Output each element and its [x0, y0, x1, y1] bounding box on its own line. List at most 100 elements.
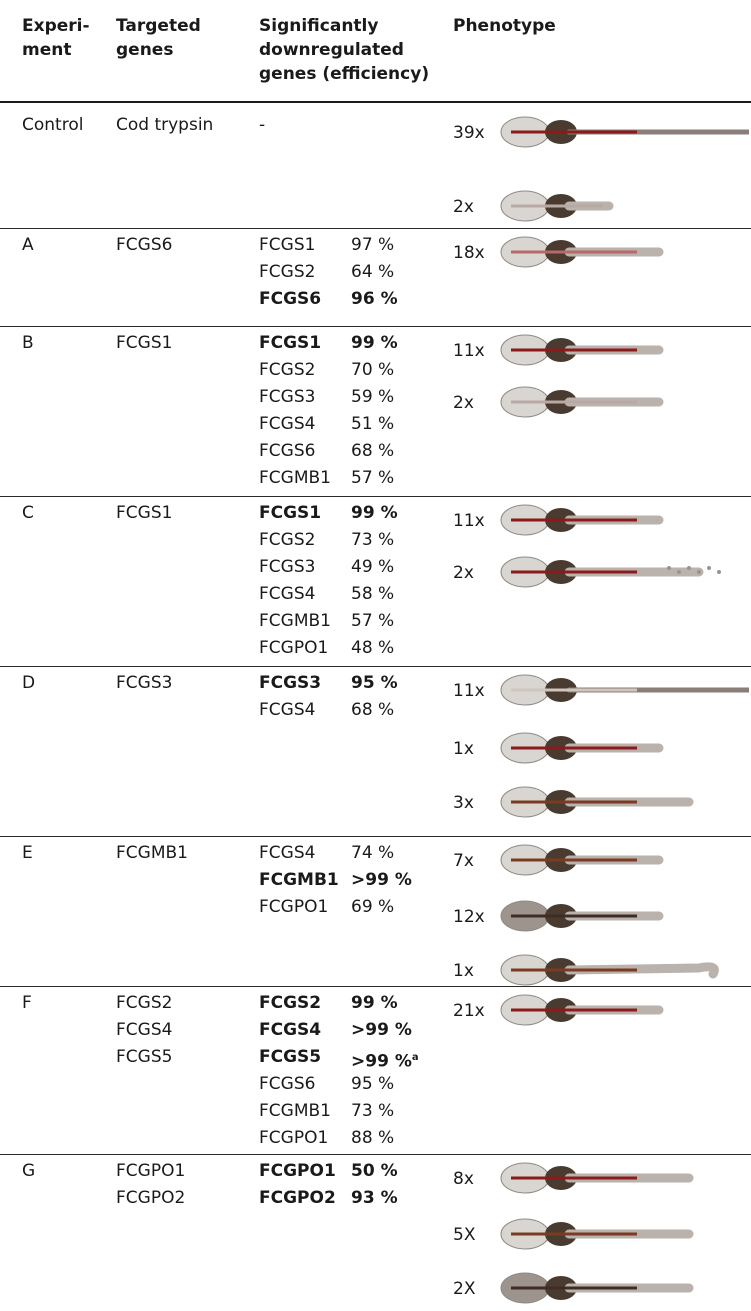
gene-name: FCGS3 — [259, 673, 322, 693]
efficiency-values: 50 % 93 % — [351, 1158, 398, 1212]
downregulated-genes: FCGS1 FCGS2 FCGS3 FCGS4 FCGS6 FCGMB1 — [259, 330, 331, 492]
targeted-genes: FCGS1 — [116, 330, 172, 357]
targeted-gene: FCGS2 — [116, 993, 173, 1013]
phenotype-count: 2X — [453, 1279, 476, 1299]
larva-image — [500, 954, 719, 986]
efficiency-value: 95 % — [351, 673, 398, 693]
efficiency-values: 99 % 73 % 49 % 58 % 57 % 48 % — [351, 500, 398, 662]
header-downreg-line3: genes (efficiency) — [259, 64, 430, 84]
larva-image — [500, 900, 664, 932]
gene-name: FCGS5 — [259, 1047, 322, 1067]
header-targeted: Targeted genes — [116, 14, 201, 62]
efficiency-cell: 74 % — [351, 840, 412, 867]
targeted-gene: FCGMB1 — [116, 843, 188, 863]
row-divider — [0, 986, 751, 987]
efficiency-cell: 68 % — [351, 438, 398, 465]
efficiency-cell: 64 % — [351, 259, 398, 286]
table-row: B FCGS1 FCGS1 FCGS2 FCGS3 FCGS4 FCGS6 FCGMB1 99 … — [0, 330, 751, 498]
efficiency-value: 64 % — [351, 262, 395, 282]
gene-name: FCGS6 — [259, 441, 316, 461]
downregulated-genes: FCGS1 FCGS2 FCGS6 — [259, 232, 321, 313]
table-row: D FCGS3 FCGS3 FCGS4 95 % 68 % 11x 1x 3x — [0, 670, 751, 838]
targeted-genes: FCGS1 — [116, 500, 172, 527]
gene-name: - — [259, 115, 266, 135]
experiment-label: E — [22, 843, 33, 863]
efficiency-value: 57 % — [351, 611, 395, 631]
debris-dot — [707, 566, 711, 570]
efficiency-value: 48 % — [351, 638, 395, 658]
phenotype-count: 2x — [453, 197, 474, 217]
efficiency-cell: 59 % — [351, 384, 398, 411]
header-downregulated: Significantly downregulated genes (effic… — [259, 14, 429, 86]
larva-image — [500, 844, 664, 876]
header-experiment-line1: Experi- — [22, 16, 90, 36]
phenotype-count: 2x — [453, 393, 474, 413]
larva-image — [500, 504, 664, 536]
header-targeted-line1: Targeted — [116, 16, 201, 36]
header-experiment-line2: ment — [22, 40, 72, 60]
larva-image — [500, 386, 664, 418]
efficiency-value: 69 % — [351, 897, 395, 917]
gene-name: FCGS6 — [259, 1074, 316, 1094]
debris-dot — [697, 570, 701, 574]
experiment-label: C — [22, 503, 34, 523]
phenotype-count: 11x — [453, 341, 485, 361]
gene-name: FCGS1 — [259, 333, 322, 353]
efficiency-cell: 48 % — [351, 635, 398, 662]
larva-image — [500, 1162, 694, 1194]
efficiency-cell: 58 % — [351, 581, 398, 608]
gene-name: FCGS3 — [259, 387, 316, 407]
phenotype-count: 21x — [453, 1001, 485, 1021]
efficiency-value: >99 % — [351, 870, 412, 890]
phenotype-count: 5X — [453, 1225, 476, 1245]
efficiency-cell: 97 % — [351, 232, 398, 259]
phenotype-count: 8x — [453, 1169, 474, 1189]
efficiency-cell: 99 % — [351, 330, 398, 357]
efficiency-value: 50 % — [351, 1161, 398, 1181]
targeted-gene: FCGS5 — [116, 1047, 173, 1067]
row-divider — [0, 666, 751, 667]
downregulated-genes: FCGS4 FCGMB1 FCGPO1 — [259, 840, 339, 921]
efficiency-value: 73 % — [351, 530, 395, 550]
targeted-genes: FCGPO1 FCGPO2 — [116, 1158, 185, 1212]
efficiency-cell: 96 % — [351, 286, 398, 313]
efficiency-value: >99 % — [351, 1020, 412, 1040]
gene-name: FCGS2 — [259, 530, 316, 550]
efficiency-value: 74 % — [351, 843, 395, 863]
gene-name: FCGPO2 — [259, 1188, 336, 1208]
efficiency-cell: 49 % — [351, 554, 398, 581]
efficiency-value: >99 % — [351, 1051, 412, 1072]
gene-name: FCGS2 — [259, 360, 316, 380]
gene-name: FCGS1 — [259, 503, 322, 523]
header-phenotype-line1: Phenotype — [453, 16, 556, 36]
phenotype-count: 1x — [453, 739, 474, 759]
targeted-gene: FCGS4 — [116, 1020, 173, 1040]
larva-image — [500, 674, 749, 706]
header-downreg-line1: Significantly — [259, 16, 379, 36]
larva-image — [500, 334, 664, 366]
efficiency-values: 97 % 64 % 96 % — [351, 232, 398, 313]
efficiency-cell: 51 % — [351, 411, 398, 438]
efficiency-value: 97 % — [351, 235, 395, 255]
phenotype-count: 11x — [453, 681, 485, 701]
efficiency-values: 99 % 70 % 59 % 51 % 68 % 57 % — [351, 330, 398, 492]
table-row: Control Cod trypsin - 39x 2x — [0, 112, 751, 230]
efficiency-value: 58 % — [351, 584, 395, 604]
debris-dot — [667, 566, 671, 570]
efficiency-cell: 73 % — [351, 1098, 419, 1125]
efficiency-value: 68 % — [351, 441, 395, 461]
efficiency-cell: 99 % — [351, 990, 419, 1017]
gene-name: FCGS1 — [259, 235, 316, 255]
larva-image — [500, 556, 721, 588]
targeted-genes: FCGS3 — [116, 670, 172, 697]
efficiency-cell: 70 % — [351, 357, 398, 384]
larva-image — [500, 786, 694, 818]
experiment-label: D — [22, 673, 36, 693]
efficiency-value: 51 % — [351, 414, 395, 434]
targeted-gene: Cod trypsin — [116, 115, 214, 135]
row-divider — [0, 326, 751, 327]
efficiency-values: 95 % 68 % — [351, 670, 398, 724]
experiment-label: F — [22, 993, 32, 1013]
efficiency-cell: 95 % — [351, 670, 398, 697]
header-downreg-line2: downregulated — [259, 40, 404, 60]
